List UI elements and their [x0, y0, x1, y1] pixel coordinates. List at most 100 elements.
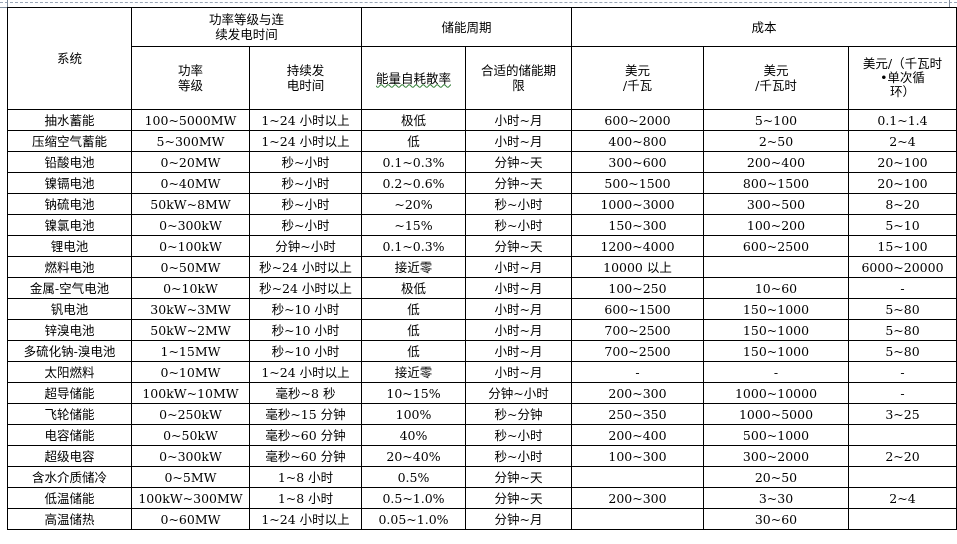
cell-self-discharge: 低	[361, 340, 466, 362]
header-cost-per-kwh: 美元 /千瓦时	[703, 46, 849, 110]
cell-cost-per-kwh: 20~50	[703, 466, 849, 488]
cell-self-discharge: 40%	[361, 424, 466, 446]
cell-cost-per-kw	[571, 508, 704, 530]
cell-cost-per-cycle: -	[848, 277, 957, 299]
header-power-group: 功率等级与连 续发电时间	[131, 7, 362, 47]
cell-duration: 毫秒~8 秒	[249, 382, 362, 404]
cell-duration: 1~24 小时以上	[249, 130, 362, 152]
cell-self-discharge: 接近零	[361, 256, 466, 278]
energy-storage-table: 系统 功率等级与连 续发电时间 储能周期 成本 功率 等级 持续发 电时间 能量…	[7, 7, 957, 530]
cell-cost-per-kwh: 150~1000	[703, 298, 849, 320]
cell-power-level: 30kW~3MW	[131, 298, 250, 320]
table-row: 锂电池 0~100kW 分钟~小时 0.1~0.3% 分钟~天 1200~4000 600~…	[7, 235, 957, 257]
cell-cost-per-kw: 1000~3000	[571, 193, 704, 215]
table-row: 电容储能 0~50kW 毫秒~60 分钟 40% 秒~小时 200~400 500~1000	[7, 424, 957, 446]
cell-cost-per-cycle	[848, 508, 957, 530]
cell-cost-per-kwh	[703, 256, 849, 278]
cell-cost-per-cycle	[848, 466, 957, 488]
cell-power-level: 0~40MW	[131, 172, 250, 194]
cell-cost-per-kw: 100~250	[571, 277, 704, 299]
cell-duration: 秒~小时	[249, 193, 362, 215]
cell-cost-per-cycle	[848, 424, 957, 446]
cell-suitable-period: 分钟~小时	[465, 382, 572, 404]
cell-cost-per-cycle: -	[848, 382, 957, 404]
cell-system: 超级电容	[7, 445, 132, 467]
cell-system: 高温储热	[7, 508, 132, 530]
table-row: 钠硫电池 50kW~8MW 秒~小时 ~20% 秒~小时 1000~3000 300~500…	[7, 193, 957, 215]
cell-system: 太阳燃料	[7, 361, 132, 383]
cell-cost-per-kwh: -	[703, 361, 849, 383]
cell-duration: 毫秒~15 分钟	[249, 403, 362, 425]
cell-power-level: 100kW~10MW	[131, 382, 250, 404]
table-row: 压缩空气蓄能 5~300MW 1~24 小时以上低小时~月 400~800 2~50 2~…	[7, 130, 957, 152]
cell-self-discharge: 0.5~1.0%	[361, 487, 466, 509]
cell-power-level: 0~50MW	[131, 256, 250, 278]
cell-system: 抽水蓄能	[7, 109, 132, 131]
table-body: 抽水蓄能 100~5000MW 1~24 小时以上 极低 小时~月 600~2000 5~1…	[7, 109, 957, 530]
cell-system: 燃料电池	[7, 256, 132, 278]
cell-self-discharge: 接近零	[361, 361, 466, 383]
cell-power-level: 0~250kW	[131, 403, 250, 425]
cell-suitable-period: 小时~月	[465, 130, 572, 152]
cell-suitable-period: 小时~月	[465, 319, 572, 341]
cell-cost-per-cycle: 0.1~1.4	[848, 109, 957, 131]
header-self-discharge: 能量自耗散率	[361, 46, 466, 110]
cell-system: 钒电池	[7, 298, 132, 320]
cell-power-level: 1~15MW	[131, 340, 250, 362]
table-row: 燃料电池 0~50MW 秒~24 小时以上 接近零 小时~月 10000 以上 6000~2…	[7, 256, 957, 278]
cell-power-level: 100kW~300MW	[131, 487, 250, 509]
table-row: 高温储热 0~60MW 1~24 小时以上 0.05~1.0% 分钟~月 30~60	[7, 508, 957, 530]
cell-cost-per-kw: -	[571, 361, 704, 383]
table-row: 超导储能 100kW~10MW 毫秒~8 秒 10~15% 分钟~小时 200~300 10…	[7, 382, 957, 404]
cell-system: 金属-空气电池	[7, 277, 132, 299]
cell-cost-per-cycle: 2~20	[848, 445, 957, 467]
cell-suitable-period: 分钟~天	[465, 151, 572, 173]
cell-power-level: 0~100kW	[131, 235, 250, 257]
cell-self-discharge: 10~15%	[361, 382, 466, 404]
cell-duration: 秒~24 小时以上	[249, 256, 362, 278]
cell-cost-per-cycle: 20~100	[848, 151, 957, 173]
cell-self-discharge: ~15%	[361, 214, 466, 236]
cell-power-level: 5~300MW	[131, 130, 250, 152]
cell-cost-per-kw: 600~2000	[571, 109, 704, 131]
header-cost-per-kw: 美元 /千瓦	[571, 46, 704, 110]
cell-system: 压缩空气蓄能	[7, 130, 132, 152]
cell-cost-per-kw: 200~300	[571, 487, 704, 509]
cell-cost-per-kw	[571, 466, 704, 488]
cell-suitable-period: 分钟~天	[465, 235, 572, 257]
cell-system: 铅酸电池	[7, 151, 132, 173]
cell-self-discharge: 极低	[361, 109, 466, 131]
corner-mark-left	[0, 0, 8, 8]
table-row: 镍镉电池 0~40MW 秒~小时 0.2~0.6% 分钟~天 500~1500 800~15…	[7, 172, 957, 194]
cell-cost-per-kwh: 150~1000	[703, 340, 849, 362]
page-top-guide	[0, 2, 957, 3]
table-row: 镍氯电池 0~300kW 秒~小时 ~15% 秒~小时 150~300 100~200 5~1…	[7, 214, 957, 236]
cell-duration: 秒~10 小时	[249, 319, 362, 341]
cell-duration: 毫秒~60 分钟	[249, 445, 362, 467]
header-self-discharge-text: 能量自耗散率	[375, 70, 451, 86]
header-cost-group: 成本	[571, 7, 957, 47]
cell-cost-per-kwh: 500~1000	[703, 424, 849, 446]
table-row: 太阳燃料 0~10MW 1~24 小时以上 接近零 小时~月 - - -	[7, 361, 957, 383]
cell-system: 镍氯电池	[7, 214, 132, 236]
cell-duration: 秒~小时	[249, 172, 362, 194]
cell-cost-per-cycle: 2~4	[848, 487, 957, 509]
cell-system: 超导储能	[7, 382, 132, 404]
cell-cost-per-kw: 250~350	[571, 403, 704, 425]
cell-cost-per-kwh: 200~400	[703, 151, 849, 173]
cell-system: 多硫化钠-溴电池	[7, 340, 132, 362]
cell-self-discharge: 0.2~0.6%	[361, 172, 466, 194]
cell-cost-per-cycle: 8~20	[848, 193, 957, 215]
cell-duration: 秒~小时	[249, 151, 362, 173]
cell-cost-per-cycle: 5~80	[848, 319, 957, 341]
cell-cost-per-cycle: 15~100	[848, 235, 957, 257]
cell-suitable-period: 小时~月	[465, 109, 572, 131]
cell-duration: 1~24 小时以上	[249, 508, 362, 530]
cell-duration: 秒~小时	[249, 214, 362, 236]
table-row: 飞轮储能 0~250kW 毫秒~15 分钟 100% 秒~分钟 250~350 1000~5…	[7, 403, 957, 425]
header-suitable-period: 合适的储能期 限	[465, 46, 572, 110]
cell-cost-per-kwh: 800~1500	[703, 172, 849, 194]
cell-system: 锌溴电池	[7, 319, 132, 341]
cell-suitable-period: 分钟~天	[465, 487, 572, 509]
cell-duration: 秒~10 小时	[249, 340, 362, 362]
